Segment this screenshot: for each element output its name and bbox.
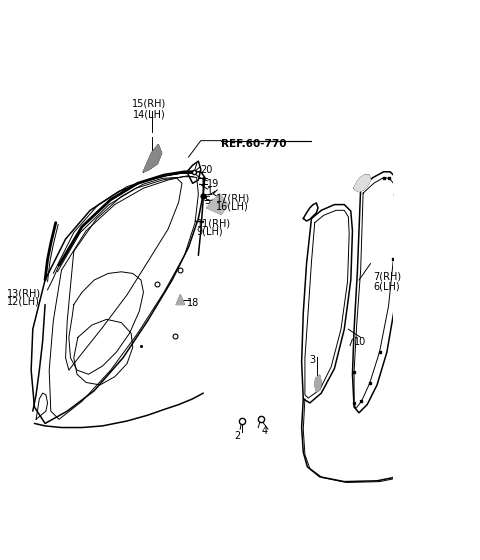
Text: 3: 3 xyxy=(309,356,315,366)
Polygon shape xyxy=(315,375,321,391)
Text: 15(RH): 15(RH) xyxy=(132,98,166,108)
Text: 18: 18 xyxy=(187,298,199,308)
Text: 14(LH): 14(LH) xyxy=(133,110,166,119)
Text: REF.60-770: REF.60-770 xyxy=(221,139,287,149)
Text: 9(LH): 9(LH) xyxy=(197,227,223,237)
Text: 20: 20 xyxy=(200,165,212,175)
Text: 11(RH): 11(RH) xyxy=(197,218,231,228)
Polygon shape xyxy=(176,295,184,305)
Polygon shape xyxy=(206,194,228,214)
Text: 17(RH): 17(RH) xyxy=(216,193,251,203)
Text: 2: 2 xyxy=(235,431,241,441)
Text: 1: 1 xyxy=(207,188,214,197)
Text: 12(LH): 12(LH) xyxy=(7,296,39,306)
Text: 6(LH): 6(LH) xyxy=(373,282,399,292)
Text: 16(LH): 16(LH) xyxy=(216,201,249,211)
Text: 19: 19 xyxy=(207,179,220,189)
Text: 10: 10 xyxy=(354,337,366,347)
Text: 4: 4 xyxy=(262,426,268,436)
Text: 13(RH): 13(RH) xyxy=(7,288,41,298)
Text: 5: 5 xyxy=(204,197,210,207)
Text: 7(RH): 7(RH) xyxy=(373,272,401,282)
Polygon shape xyxy=(354,175,371,192)
Polygon shape xyxy=(144,144,161,172)
